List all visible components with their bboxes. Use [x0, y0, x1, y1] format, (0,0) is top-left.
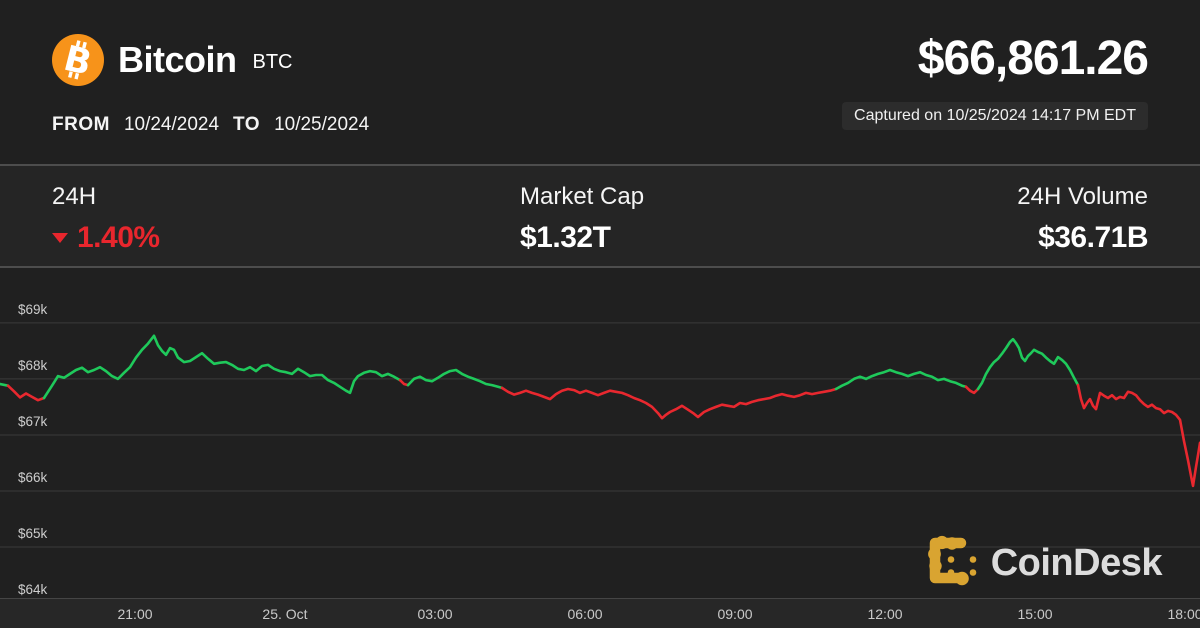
x-tick-label: 09:00 [717, 606, 753, 622]
stat-volume: 24H Volume $36.71B [1017, 183, 1148, 255]
stat-24h-change: 24H 1.40% [52, 183, 520, 255]
header-left: B Bitcoin BTC FROM 10/24/2024 TO 10/25/2… [52, 34, 369, 136]
volume-label: 24H Volume [1017, 183, 1148, 210]
svg-text:$65k: $65k [18, 526, 48, 541]
down-arrow-icon [52, 233, 68, 243]
bitcoin-logo-icon: B [52, 34, 104, 86]
x-tick-label: 25. Oct [262, 606, 308, 622]
from-label: FROM [52, 114, 110, 135]
coindesk-logo: CoinDesk [923, 535, 1163, 592]
x-tick-label: 21:00 [117, 606, 153, 622]
coin-name: Bitcoin [118, 39, 237, 80]
coindesk-icon [923, 535, 981, 592]
to-label: TO [233, 114, 261, 135]
x-tick-label: 15:00 [1017, 606, 1053, 622]
svg-text:$68k: $68k [18, 358, 48, 373]
volume-value: $36.71B [1038, 221, 1148, 254]
change-label: 24H [52, 183, 97, 210]
price-line-chart: $69k $68k $67k $66k $65k $64k [0, 302, 1200, 597]
market-cap-label: Market Cap [520, 183, 645, 210]
divider-stats [0, 266, 1200, 268]
x-tick-label: 12:00 [867, 606, 903, 622]
time-axis: 21:00 25. Oct 03:00 06:00 09:00 12:00 15:00 18:… [0, 598, 1200, 628]
date-range: FROM 10/24/2024 TO 10/25/2024 [52, 114, 369, 136]
svg-text:$66k: $66k [18, 470, 48, 485]
svg-text:$67k: $67k [18, 414, 48, 429]
stats-row: 24H 1.40% Market Cap $1.32T 24H Volume $… [0, 166, 1200, 266]
captured-timestamp: Captured on 10/25/2024 14:17 PM EDT [842, 102, 1148, 131]
x-tick-label: 18:00 [1167, 606, 1200, 622]
coin-symbol: BTC [252, 50, 293, 73]
x-tick-label: 03:00 [417, 606, 453, 622]
header: B Bitcoin BTC FROM 10/24/2024 TO 10/25/2… [0, 0, 1200, 164]
from-date: 10/24/2024 [123, 114, 220, 135]
price-chart: $69k $68k $67k $66k $65k $64k [0, 268, 1200, 598]
coindesk-wordmark: CoinDesk [990, 542, 1163, 584]
change-percent: 1.40% [77, 221, 160, 254]
current-price: $66,861.26 [917, 32, 1149, 85]
divider-top [0, 164, 1200, 166]
change-value: 1.40% [52, 221, 520, 255]
market-cap-value: $1.32T [520, 221, 611, 254]
x-tick-label: 06:00 [567, 606, 603, 622]
svg-text:$69k: $69k [18, 302, 48, 317]
svg-text:$64k: $64k [18, 582, 48, 597]
header-right: $66,861.26 Captured on 10/25/2024 14:17 … [842, 32, 1149, 131]
to-date: 10/25/2024 [274, 114, 370, 135]
coin-row: B Bitcoin BTC [52, 34, 369, 86]
stat-market-cap: Market Cap $1.32T [520, 183, 1017, 255]
